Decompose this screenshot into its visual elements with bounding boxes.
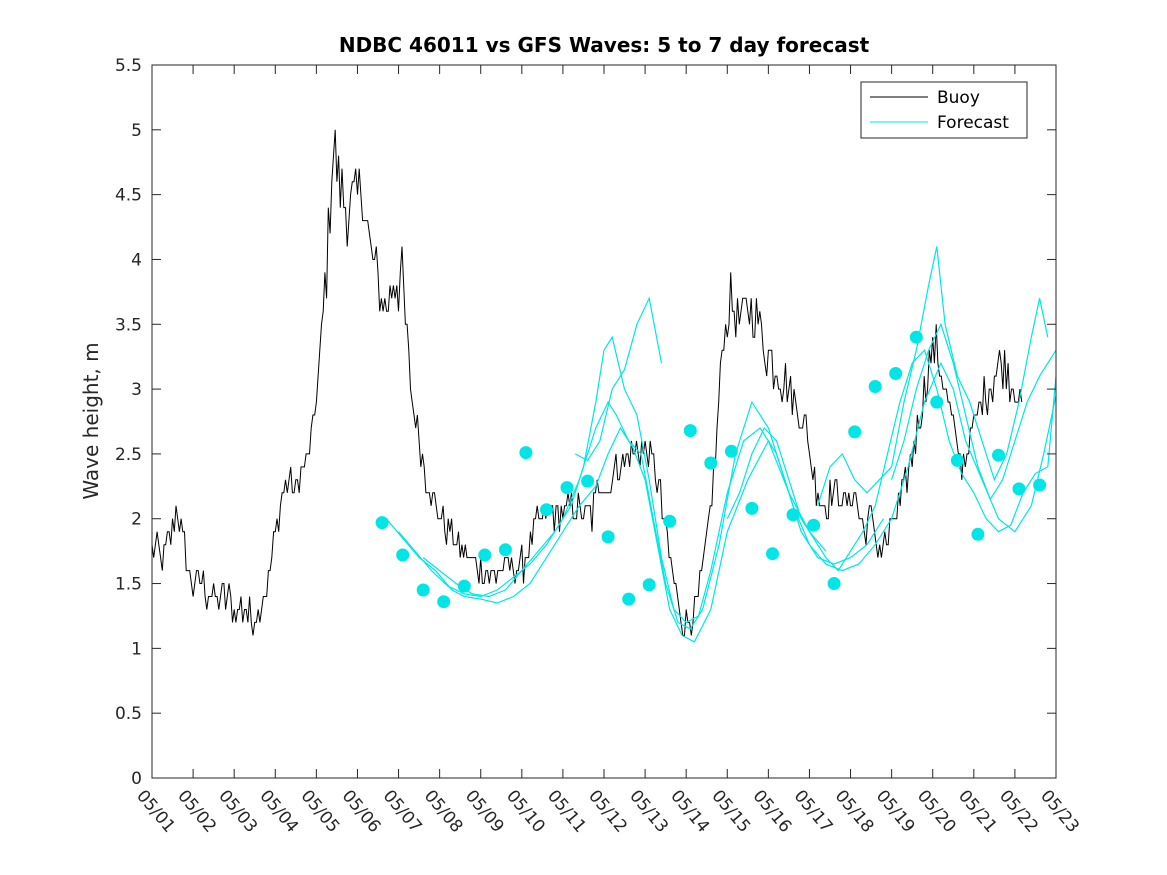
forecast-marker xyxy=(745,501,759,515)
legend-box xyxy=(860,81,1028,139)
forecast-marker xyxy=(560,481,574,495)
y-tick-label: 0.5 xyxy=(115,704,142,724)
forecast-marker xyxy=(498,543,512,557)
y-tick-label: 4.5 xyxy=(115,186,142,206)
forecast-marker xyxy=(519,446,533,460)
forecast-series-line-1 xyxy=(385,426,827,643)
forecast-marker xyxy=(437,595,451,609)
forecast-marker xyxy=(766,547,779,561)
y-tick-label: 0 xyxy=(131,769,142,789)
legend: Buoy Forecast xyxy=(860,81,1028,139)
plot-frame xyxy=(151,64,1057,779)
forecast-marker xyxy=(457,579,471,593)
forecast-marker xyxy=(992,448,1005,462)
forecast-marker xyxy=(704,456,718,470)
y-tick-label: 4 xyxy=(131,250,142,270)
legend-label-buoy: Buoy xyxy=(937,88,980,108)
y-tick-label: 1 xyxy=(131,639,142,659)
forecast-marker xyxy=(930,395,944,409)
forecast-series-line-4 xyxy=(574,296,663,462)
forecast-marker xyxy=(396,548,410,562)
y-tick-label: 2 xyxy=(131,510,142,530)
forecast-marker xyxy=(540,503,553,517)
forecast-marker xyxy=(950,453,964,467)
forecast-marker xyxy=(807,518,821,532)
y-tick-label: 2.5 xyxy=(115,445,142,465)
forecast-marker xyxy=(909,330,923,344)
forecast-marker xyxy=(1012,482,1026,496)
forecast-marker xyxy=(1033,478,1047,492)
y-axis-ticks: 0 0.5 1 1.5 2 2.5 3 3.5 4 4.5 5 5.5 xyxy=(115,56,1056,789)
forecast-series-line-6 xyxy=(817,246,1049,506)
forecast-marker xyxy=(848,425,862,439)
buoy-series-line xyxy=(151,129,1023,636)
y-tick-label: 5 xyxy=(131,121,142,141)
forecast-series-line-7 xyxy=(891,322,1057,501)
y-tick-label: 5.5 xyxy=(115,56,142,76)
y-tick-label: 1.5 xyxy=(115,575,142,595)
forecast-marker xyxy=(971,527,985,541)
forecast-series-line-3 xyxy=(422,335,1057,624)
forecast-marker xyxy=(724,444,738,458)
forecast-marker xyxy=(827,577,841,590)
y-tick-label: 3.5 xyxy=(115,315,142,335)
forecast-marker xyxy=(683,424,697,438)
forecast-marker xyxy=(581,474,595,488)
forecast-marker xyxy=(622,592,636,606)
forecast-marker xyxy=(889,367,903,380)
forecast-marker xyxy=(663,514,677,528)
forecast-marker xyxy=(601,530,615,544)
forecast-marker xyxy=(478,548,492,562)
forecast-marker xyxy=(786,508,800,522)
forecast-series-line-5 xyxy=(726,349,1057,572)
forecast-marker xyxy=(416,583,430,597)
y-axis-label: Wave height, m xyxy=(79,342,103,499)
forecast-marker xyxy=(868,380,882,393)
legend-label-forecast: Forecast xyxy=(937,113,1009,133)
chart-title: NDBC 46011 vs GFS Waves: 5 to 7 day fore… xyxy=(339,33,870,57)
forecast-marker xyxy=(375,516,389,530)
y-tick-label: 3 xyxy=(131,380,142,400)
forecast-marker xyxy=(642,578,656,592)
plot-area xyxy=(151,129,1057,643)
